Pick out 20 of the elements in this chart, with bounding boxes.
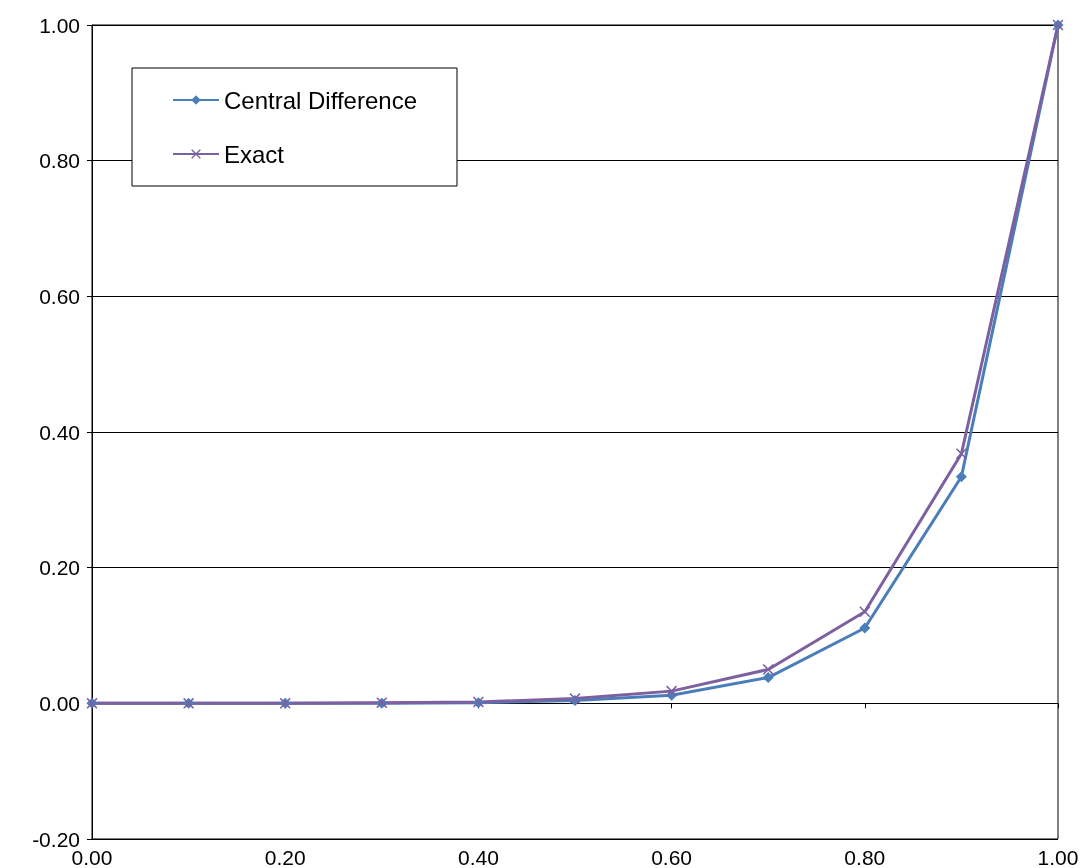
y-tick-label: 0.80 — [39, 149, 80, 173]
legend-label: Exact — [224, 140, 285, 168]
y-tick-label: 0.40 — [39, 420, 80, 444]
point — [762, 672, 774, 684]
x-tick-label: 1.00 — [1037, 846, 1079, 868]
y-tick-label: 0.20 — [39, 556, 80, 580]
x-tick-label: 0.20 — [264, 846, 306, 868]
y-tick-label: 1.00 — [39, 13, 80, 37]
x-tick-label: 0.60 — [651, 846, 693, 868]
point — [762, 663, 774, 675]
y-tick-label: 0.60 — [39, 284, 80, 308]
point — [859, 606, 871, 618]
x-tick-label: 0.40 — [457, 846, 499, 868]
legend-label: Central Difference — [224, 86, 417, 114]
x-tick-label: 0.80 — [844, 846, 886, 868]
point — [955, 448, 967, 460]
point — [666, 685, 678, 697]
point — [955, 471, 967, 483]
y-tick-label: 0.00 — [39, 691, 80, 715]
point — [859, 622, 871, 634]
